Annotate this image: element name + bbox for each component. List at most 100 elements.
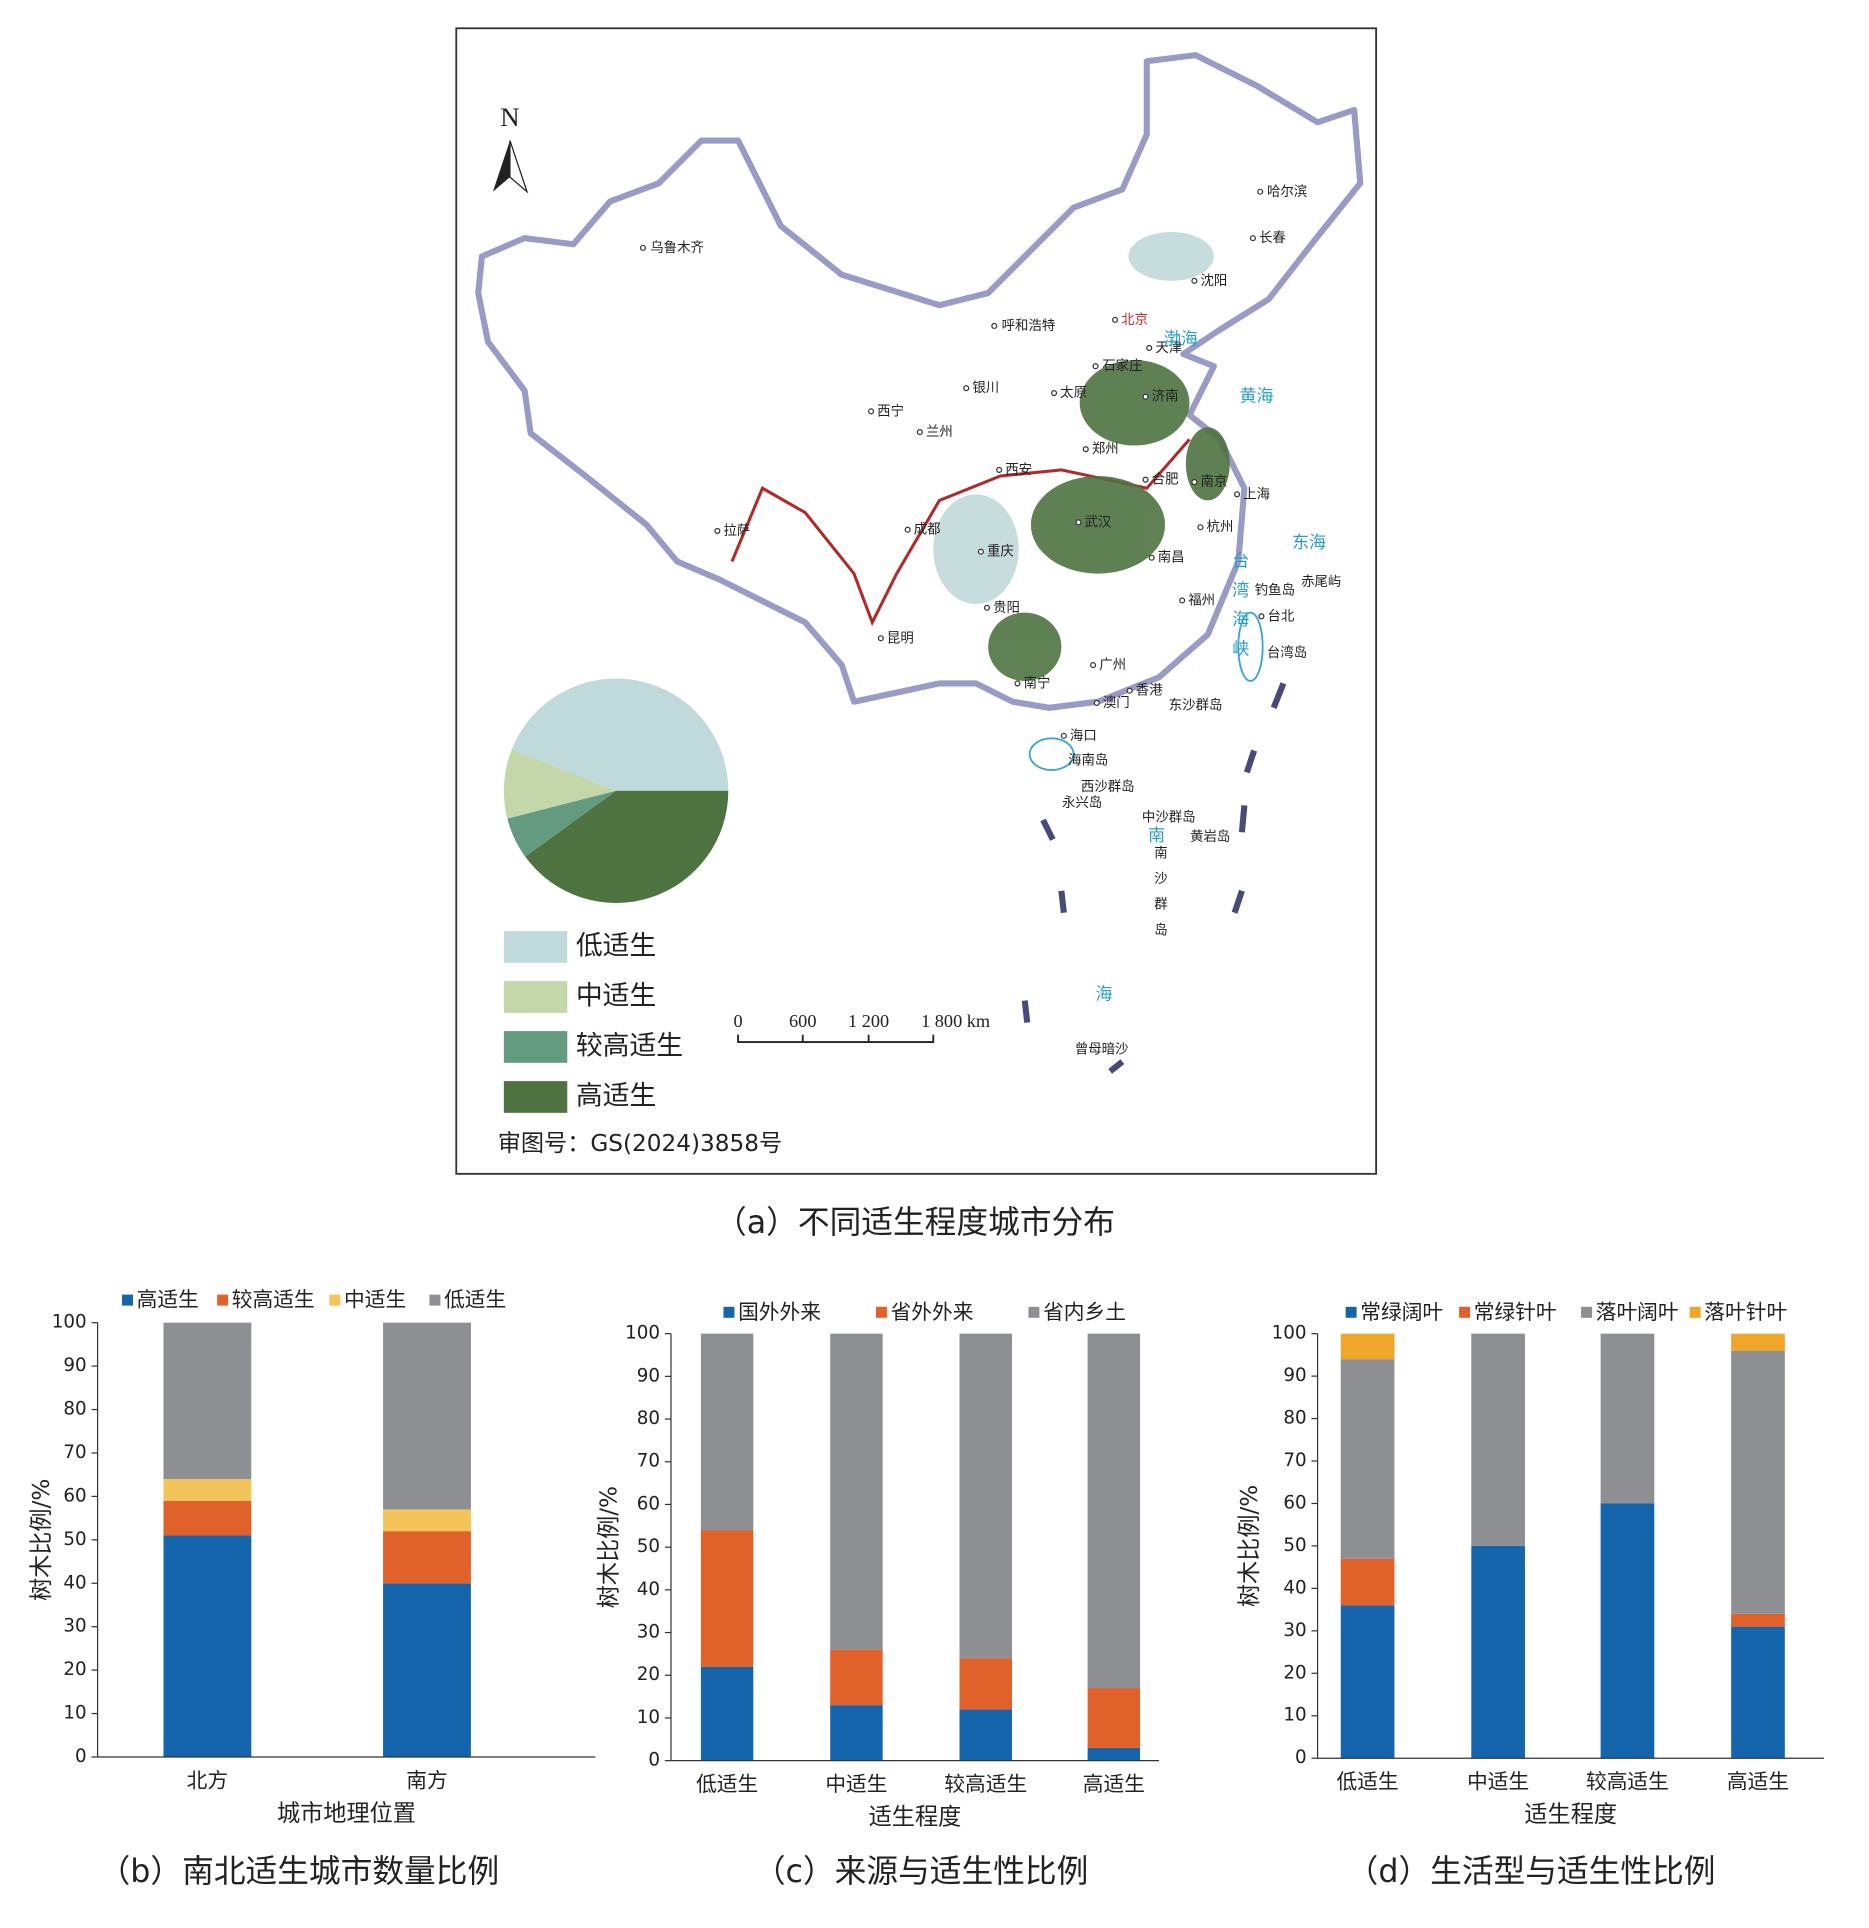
bar-segment (1471, 1333, 1525, 1546)
bar-segment (830, 1649, 883, 1706)
bar-segment (700, 1530, 754, 1667)
bar-segment (1340, 1558, 1395, 1606)
bar-segment (1600, 1333, 1655, 1504)
place-label: 合肥 (1152, 472, 1179, 488)
y-tick-label: 100 (1272, 1323, 1307, 1344)
bar-segment (1087, 1747, 1141, 1761)
legend-label: 高适生 (137, 1288, 199, 1312)
city-dot (1093, 699, 1100, 706)
y-tick-label: 20 (63, 1659, 86, 1680)
y-tick-label: 10 (1283, 1705, 1306, 1726)
bar-segment (1340, 1359, 1395, 1559)
city-dot (1234, 491, 1241, 498)
y-tick-label: 100 (625, 1323, 660, 1344)
x-axis-title: 城市地理位置 (277, 1800, 416, 1827)
bar-segment (383, 1583, 471, 1757)
city-dot (1060, 732, 1067, 739)
bar-segment (1731, 1350, 1785, 1614)
place-label: 上海 (1243, 486, 1270, 502)
bar-segment (700, 1333, 754, 1531)
bar-segment (1731, 1626, 1785, 1759)
bar-segment (1731, 1333, 1785, 1351)
legend-swatch (875, 1306, 887, 1318)
place-label: 成都 (914, 522, 941, 538)
city-dot (1014, 680, 1021, 687)
y-tick-label: 30 (637, 1622, 660, 1643)
bar-segment (1471, 1545, 1525, 1759)
legend-swatch (329, 1294, 341, 1306)
place-label: 西沙群岛 (1081, 779, 1135, 795)
dash (1231, 889, 1245, 914)
bar-segment (959, 1333, 1012, 1659)
place-label: 赤尾屿 (1301, 574, 1341, 590)
legend-label: 常绿针叶 (1474, 1300, 1557, 1324)
y-tick-label: 80 (1283, 1408, 1306, 1429)
place-label: 南京 (1200, 474, 1227, 490)
dash (1058, 890, 1067, 914)
bar-segment (700, 1666, 754, 1761)
caption: （a）不同适生程度城市分布 (715, 1205, 1115, 1241)
place-label: 石家庄 (1102, 357, 1142, 374)
city-dot (977, 548, 984, 555)
bar-segment (1600, 1503, 1655, 1759)
bar-segment (1731, 1613, 1785, 1627)
city-dot (904, 526, 911, 533)
city-dot (916, 429, 923, 436)
y-axis-title: 树木比例/% (28, 1479, 55, 1601)
legend-label: 落叶阔叶 (1596, 1300, 1679, 1324)
legend-swatch (1689, 1306, 1701, 1318)
y-tick-label: 20 (1283, 1662, 1306, 1683)
city-dot (1197, 524, 1204, 531)
city-dot (1092, 363, 1099, 370)
place-label: 武汉 (1085, 514, 1112, 530)
dash-line (1021, 682, 1287, 1074)
y-tick-label: 20 (637, 1664, 660, 1685)
place-label: 西宁 (877, 402, 904, 419)
north-arrow (492, 140, 510, 192)
city-dot (1257, 188, 1264, 195)
legend-label: 省内乡土 (1043, 1300, 1126, 1324)
place-label: 海 (1096, 984, 1113, 1004)
y-tick-label: 90 (1283, 1365, 1306, 1386)
city-dot (1191, 277, 1198, 284)
legend-label: 落叶针叶 (1704, 1300, 1787, 1324)
y-tick-label: 60 (637, 1493, 660, 1514)
dash (1021, 1000, 1031, 1023)
y-tick-label: 50 (1283, 1535, 1306, 1556)
pie-slice (525, 790, 729, 904)
legend-swatch (121, 1294, 133, 1306)
place-label: 昆明 (887, 631, 914, 646)
x-tick-label: 高适生 (1083, 1772, 1145, 1796)
x-axis-title: 适生程度 (1524, 1801, 1617, 1828)
place-label: 拉萨 (723, 523, 750, 539)
place-label: 太原 (1060, 385, 1087, 401)
place-label: 海口 (1070, 728, 1097, 744)
scale-bar (737, 1034, 935, 1043)
place-label: 杭州 (1207, 519, 1234, 535)
pie-slice (511, 678, 729, 791)
place-label: 台湾海峡 (1228, 552, 1249, 669)
place-label: 呼和浩特 (1002, 318, 1056, 334)
place-label: 郑州 (1092, 441, 1119, 457)
dash (1108, 1059, 1125, 1074)
bar-segment (383, 1509, 471, 1532)
x-tick-label: 较高适生 (944, 1772, 1027, 1796)
bar-segment (1340, 1605, 1395, 1759)
y-tick-label: 70 (63, 1442, 86, 1463)
y-tick-label: 70 (1283, 1450, 1306, 1471)
y-tick-label: 10 (63, 1703, 86, 1724)
bar-segment (383, 1531, 471, 1584)
place-label: 福州 (1188, 592, 1215, 608)
place-label: 南昌 (1158, 550, 1185, 566)
city-dot (1258, 613, 1265, 620)
y-tick-label: 60 (1283, 1492, 1306, 1513)
city-dot (1191, 479, 1198, 486)
y-tick-label: 80 (63, 1399, 86, 1420)
place-label: 台湾岛 (1267, 644, 1307, 661)
scale-label: 1 800 km (921, 1011, 990, 1031)
dash (1040, 818, 1056, 841)
x-tick-label: 低适生 (696, 1772, 758, 1796)
place-label: 台北 (1268, 608, 1295, 624)
city-dot (1146, 344, 1153, 351)
